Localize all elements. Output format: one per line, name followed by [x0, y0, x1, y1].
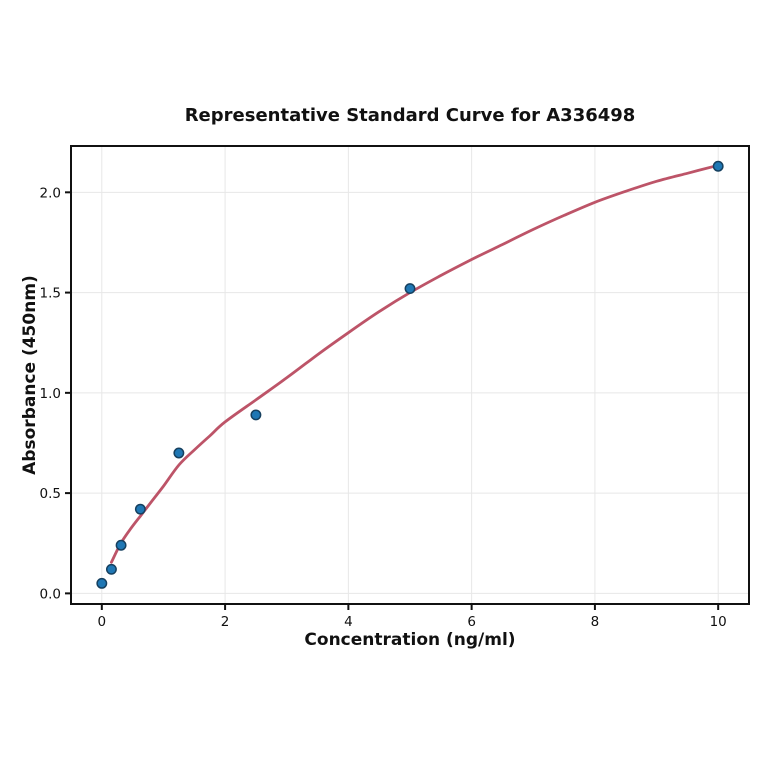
chart-title: Representative Standard Curve for A33649…	[184, 105, 636, 126]
x-tick-label: 0	[98, 614, 107, 630]
x-tick-label: 4	[344, 614, 353, 630]
y-tick-label: 0.0	[40, 586, 61, 602]
y-tick-label: 0.5	[40, 486, 61, 502]
x-tick-label: 10	[710, 614, 727, 630]
x-tick-label: 6	[467, 614, 476, 630]
data-point	[96, 577, 108, 589]
data-point	[250, 409, 262, 421]
x-tick-label: 2	[221, 614, 230, 630]
plot-border	[70, 145, 750, 605]
y-tick-label: 2.0	[40, 185, 61, 201]
x-tick-label: 8	[591, 614, 600, 630]
y-tick-label: 1.0	[40, 386, 61, 402]
data-point	[105, 563, 117, 575]
data-point	[404, 283, 416, 295]
data-point	[712, 160, 724, 172]
y-tick-label: 1.5	[40, 286, 61, 302]
data-point	[115, 539, 127, 551]
fitted-curve-line	[110, 163, 720, 564]
data-point	[173, 447, 185, 459]
x-axis-label: Concentration (ng/ml)	[304, 630, 516, 650]
data-point	[134, 503, 146, 515]
y-axis-label: Absorbance (450nm)	[20, 275, 40, 475]
